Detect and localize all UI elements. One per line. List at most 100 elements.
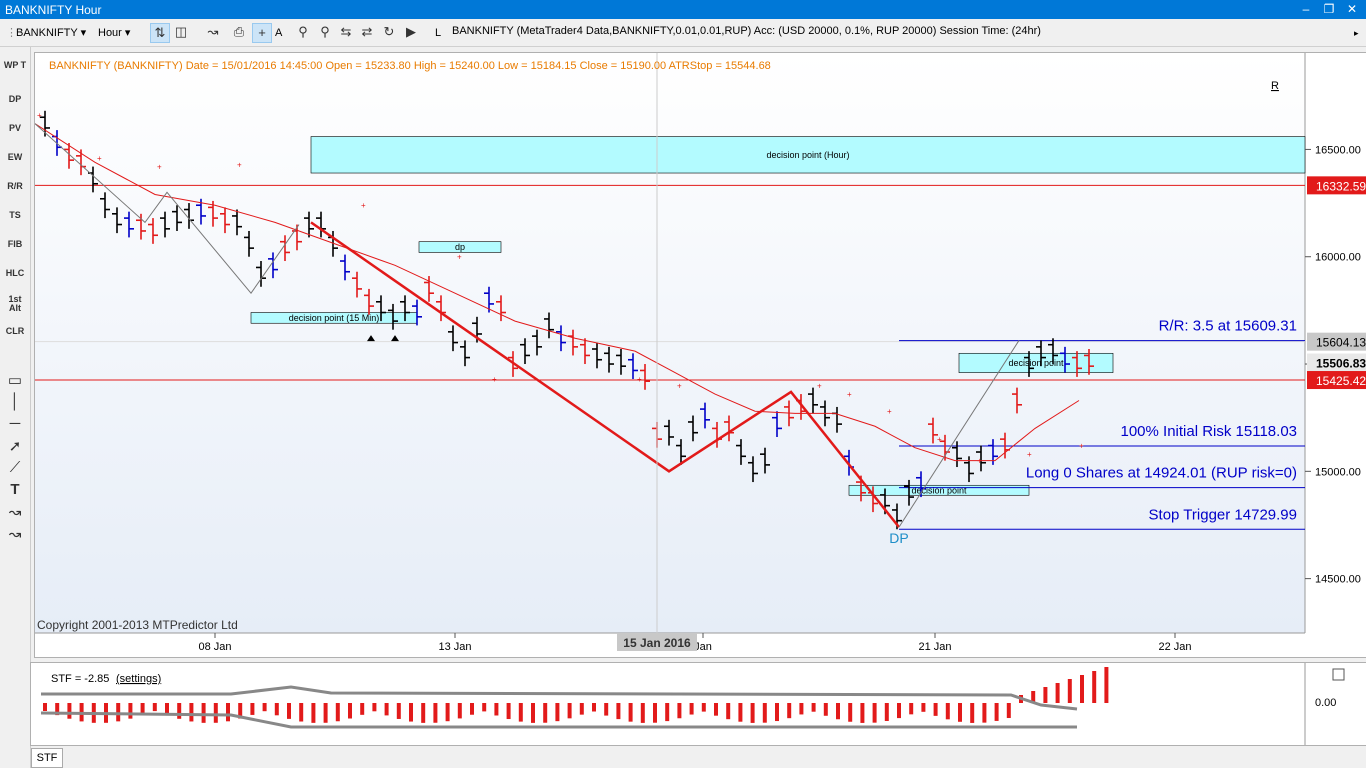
zigzag-tool-icon[interactable]: ↝ (8, 504, 22, 521)
zoom-out-icon[interactable]: ⚲ (320, 24, 330, 39)
minimize-icon[interactable]: – (1302, 2, 1310, 16)
tool-rr[interactable]: R/R (7, 181, 23, 191)
price-box (1307, 176, 1366, 195)
tab-stf[interactable]: STF (31, 748, 63, 768)
atr-stop-dot: + (817, 381, 822, 390)
stf-histogram-bar (567, 703, 572, 719)
candle-chart-icon[interactable]: ◫ (174, 24, 188, 39)
stf-histogram-bar (1031, 691, 1036, 703)
x-cursor-label: 15 Jan 2016 (623, 636, 691, 650)
trendline-tool-icon[interactable]: ⟋ (9, 459, 21, 476)
tool-wpt[interactable]: WP T (0, 61, 30, 70)
tool-ts[interactable]: TS (9, 210, 21, 220)
zoom-in-icon[interactable]: ⚲ (298, 24, 308, 39)
close-icon[interactable]: ✕ (1346, 2, 1358, 16)
pivot-marker (367, 335, 375, 342)
stf-histogram-bar (482, 703, 487, 712)
stf-histogram-bar (579, 703, 584, 715)
arrow-tool-icon[interactable]: ➚ (8, 438, 22, 455)
tool-dp[interactable]: DP (8, 94, 22, 104)
log-toggle[interactable]: L (435, 27, 442, 39)
stf-histogram-bar (860, 703, 865, 723)
x-tick-label: 22 Jan (1158, 641, 1191, 653)
price-box (1307, 353, 1366, 372)
play-icon[interactable]: ▶ (406, 24, 416, 39)
stf-histogram-bar (384, 703, 389, 716)
fit-icon[interactable]: ⇄ (361, 24, 373, 39)
tool-1st-alt[interactable]: 1st Alt (8, 294, 22, 313)
atr-stop-dot: + (97, 154, 102, 163)
print-icon[interactable]: ⎙ (233, 24, 245, 39)
chart-toolbar: ⋮ BANKNIFTY ▾ Hour ▾ ⇅ ◫ ↝ ⎙ + A ⚲ ⚲ ⇆ ⇄… (0, 19, 1366, 47)
bar-chart-icon[interactable]: ⇅ (150, 23, 170, 43)
dp-label: DP (889, 530, 908, 546)
stf-chart[interactable]: STF = -2.85 (settings) 0.00 (31, 663, 1366, 745)
atr-stop-dot: + (492, 375, 497, 384)
price-box-label: 16332.59 (1316, 179, 1366, 193)
tool-clr[interactable]: CLR (5, 326, 25, 336)
stf-histogram-bar (445, 703, 450, 722)
stf-histogram-bar (884, 703, 889, 721)
stf-settings-link[interactable]: (settings) (116, 673, 161, 685)
stf-histogram-bar (653, 703, 657, 723)
symbol-dropdown[interactable]: BANKNIFTY ▾ (16, 27, 87, 39)
stf-histogram-bar (848, 703, 853, 722)
stf-histogram-bar (689, 703, 694, 715)
stf-histogram-bar (775, 703, 779, 722)
r-marker[interactable]: R (1271, 80, 1279, 92)
channel-tool-icon[interactable]: ↝ (8, 526, 22, 543)
text-tool-icon[interactable]: T (10, 481, 20, 498)
atr-stop-dot: + (1079, 442, 1084, 451)
stf-histogram-bar (396, 703, 401, 719)
decision-zone-label: decision point (Hour) (766, 150, 849, 160)
stf-indicator-panel[interactable]: STF = -2.85 (settings) 0.00 (30, 662, 1366, 746)
price-chart[interactable]: decision point (Hour) dp decision point (1… (34, 53, 1366, 657)
stf-histogram-bar (201, 703, 206, 723)
stf-histogram-bar (360, 703, 365, 715)
line-chart-icon[interactable]: ↝ (207, 24, 219, 39)
tool-fib[interactable]: FIB (7, 239, 23, 249)
stf-histogram-bar (799, 703, 804, 715)
atr-stop-dot: + (457, 253, 462, 262)
stf-histogram-bar (457, 703, 462, 719)
price-box-label: 15506.83 (1316, 357, 1366, 371)
stf-histogram-bar (1092, 671, 1097, 703)
rectangle-tool-icon[interactable]: ▭ (7, 372, 23, 389)
crosshair-icon[interactable]: + (252, 23, 272, 43)
toolbar-overflow-icon[interactable]: ▸ (1354, 28, 1359, 38)
text-tool-button[interactable]: A (275, 27, 283, 39)
stf-histogram-bar (152, 703, 157, 712)
restore-icon[interactable]: ❐ (1323, 2, 1335, 16)
tool-hlc[interactable]: HLC (5, 268, 25, 278)
left-toolbar: WP T DP PV EW R/R TS FIB HLC 1st Alt CLR… (0, 47, 31, 768)
stf-histogram-bar (213, 703, 218, 723)
y-tick-label: 15000.00 (1315, 466, 1361, 478)
stf-histogram-bar (592, 703, 596, 712)
window-titlebar: BANKNIFTY Hour – ❐ ✕ (0, 0, 1366, 19)
stf-histogram-bar (177, 703, 182, 719)
decision-zone (310, 136, 1306, 174)
stf-histogram-bar (677, 703, 682, 719)
horizontal-line-icon[interactable]: ─ (9, 415, 21, 432)
vertical-line-icon[interactable]: │ (10, 393, 20, 410)
atr-stop-dot: + (937, 435, 942, 444)
tool-ew[interactable]: EW (7, 152, 23, 162)
refresh-icon[interactable]: ↻ (383, 24, 395, 39)
stf-histogram-bar (287, 703, 291, 719)
atr-stop-dot: + (847, 390, 852, 399)
stf-histogram-bar (226, 703, 230, 722)
decision-zone (848, 484, 1030, 496)
decision-zone-label: dp (455, 242, 465, 252)
scroll-icon[interactable]: ⇆ (340, 24, 352, 39)
timeframe-dropdown[interactable]: Hour ▾ (98, 27, 131, 39)
x-tick-label: 13 Jan (438, 641, 471, 653)
tool-pv[interactable]: PV (8, 123, 21, 133)
y-tick-label: 14500.00 (1315, 574, 1361, 586)
price-chart-panel[interactable]: decision point (Hour) dp decision point (1… (34, 52, 1366, 658)
stf-histogram-bar (555, 703, 560, 722)
stf-histogram-bar (970, 703, 975, 723)
stf-maximize-icon[interactable] (1332, 668, 1345, 681)
stf-histogram-bar (945, 703, 950, 720)
x-tick-label: Jan (694, 641, 712, 653)
y-tick-label: 16500.00 (1315, 144, 1361, 156)
